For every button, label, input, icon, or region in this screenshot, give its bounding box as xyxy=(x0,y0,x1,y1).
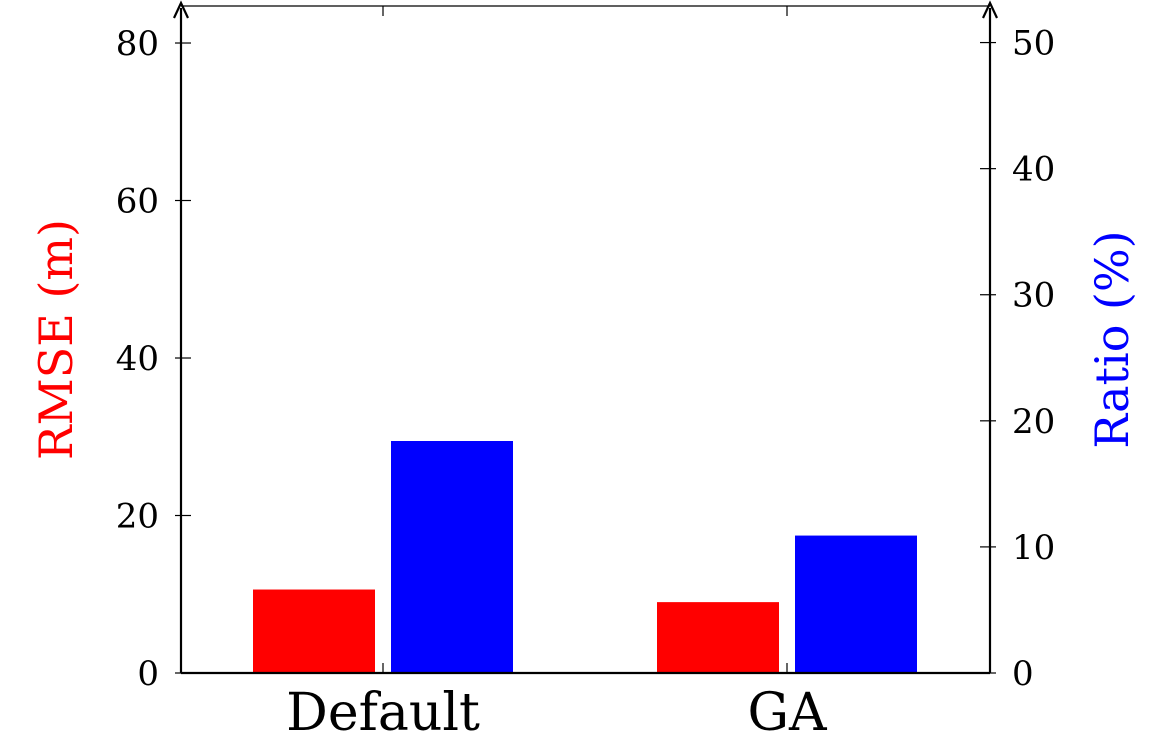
y-right-tick-label-10: 10 xyxy=(1012,528,1055,568)
y-axis-left-arrow-icon xyxy=(173,0,189,19)
y-right-tick-label-40: 40 xyxy=(1012,150,1055,190)
y-axis-right-title: Ratio (%) xyxy=(1085,230,1139,448)
y-axis-right-arrow-icon xyxy=(982,0,998,19)
y-left-tick-label-20: 20 xyxy=(116,497,159,537)
bar-rmse-default xyxy=(253,589,375,673)
y-right-tick-label-50: 50 xyxy=(1012,24,1055,64)
y-left-tick-label-80: 80 xyxy=(116,24,159,64)
axes-group xyxy=(173,0,998,675)
x-category-label-default: Default xyxy=(286,683,480,743)
y-right-tick-label-0: 0 xyxy=(1012,654,1034,694)
y-axis-left-title: RMSE (m) xyxy=(29,219,83,460)
y-left-tick-label-0: 0 xyxy=(137,654,159,694)
bar-ratio-ga xyxy=(795,535,917,673)
y-left-tick-label-40: 40 xyxy=(116,339,159,379)
x-category-label-ga: GA xyxy=(747,683,828,743)
ticks-group: 0 20 40 60 80 0 10 20 30 40 50 Default GA xyxy=(116,6,1055,743)
y-right-tick-label-30: 30 xyxy=(1012,276,1055,316)
bars-group xyxy=(253,441,917,673)
y-right-tick-label-20: 20 xyxy=(1012,402,1055,442)
bar-rmse-ga xyxy=(657,602,779,673)
bar-ratio-default xyxy=(391,441,513,673)
y-left-tick-label-60: 60 xyxy=(116,182,159,222)
